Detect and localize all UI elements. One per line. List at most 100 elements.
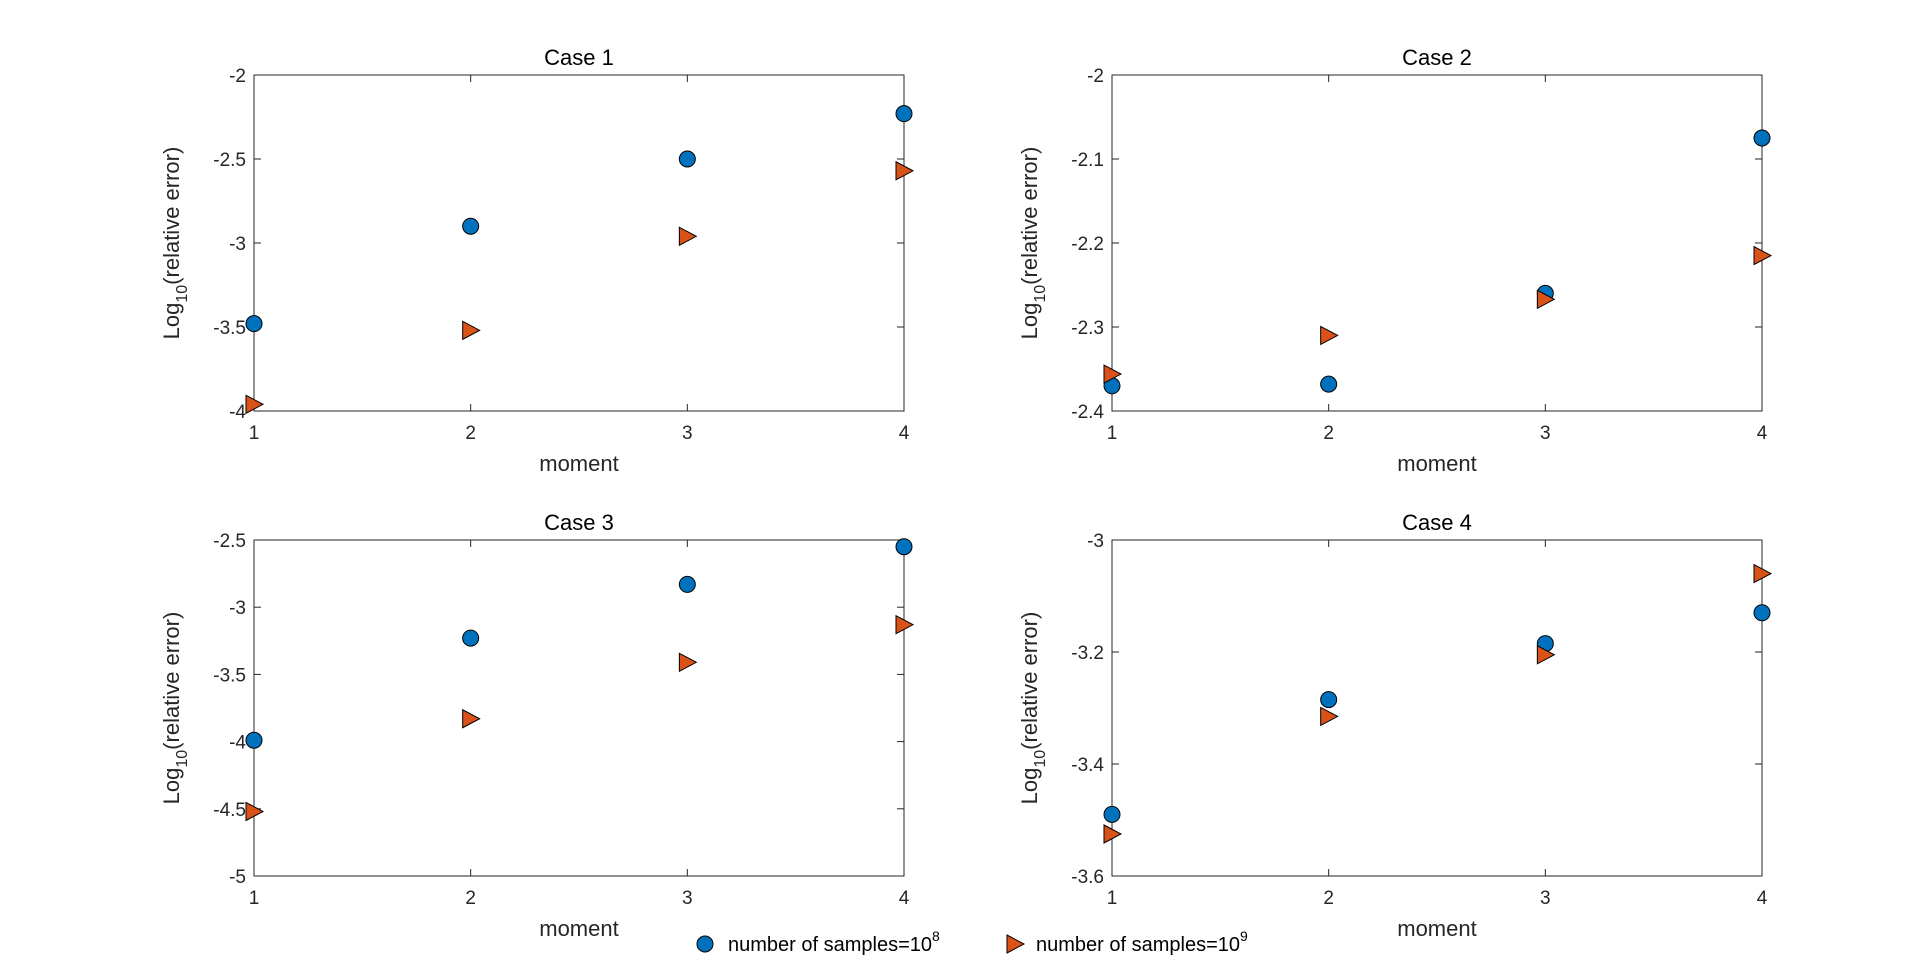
legend: number of samples=108 number of samples=… <box>696 928 1248 956</box>
x-tick-label: 1 <box>249 888 260 909</box>
x-tick-label: 4 <box>899 423 910 444</box>
legend-label-series2-text: number of samples=10 <box>1036 934 1240 956</box>
y-tick-label: -4 <box>229 402 246 423</box>
x-tick-label: 1 <box>249 423 260 444</box>
y-tick-label: -2.5 <box>213 150 246 171</box>
y-tick-label: -2 <box>1087 66 1104 87</box>
data-point-series2 <box>1103 824 1123 844</box>
data-point-series2 <box>1753 245 1773 266</box>
chart-title: Case 4 <box>1402 510 1472 535</box>
data-point-series2 <box>1103 364 1123 384</box>
data-point-series1 <box>1320 375 1338 393</box>
y-tick-label: -2.4 <box>1071 402 1104 423</box>
y-axis-label-prefix: Log <box>1017 768 1042 805</box>
y-axis-label: Log10(relative error) <box>159 612 191 805</box>
y-axis-label-suffix: (relative error) <box>159 147 184 285</box>
data-point-series1 <box>1103 805 1121 823</box>
x-tick-label: 3 <box>682 888 693 909</box>
y-axis-label-subscript: 10 <box>1032 750 1049 768</box>
y-axis-label-subscript: 10 <box>174 285 191 303</box>
data-point-series2 <box>1753 563 1773 584</box>
y-tick-label: -3.5 <box>213 318 246 339</box>
legend-marker-series1 <box>696 935 714 953</box>
data-point-series2 <box>462 708 481 729</box>
y-axis-label-prefix: Log <box>159 768 184 805</box>
chart-title: Case 2 <box>1402 45 1472 70</box>
data-point-series2 <box>895 614 915 635</box>
legend-label-series1-sup: 8 <box>932 928 940 944</box>
plot-area <box>1111 74 1763 412</box>
data-point-series2 <box>245 801 265 822</box>
data-point-series1 <box>1753 129 1771 147</box>
y-axis-label-suffix: (relative error) <box>159 612 184 750</box>
data-point-series1 <box>678 575 696 593</box>
y-tick-label: -3 <box>229 598 246 619</box>
x-axis-label: moment <box>1397 451 1476 476</box>
data-point-series2 <box>245 394 265 415</box>
x-tick-label: 2 <box>465 423 476 444</box>
data-point-series2 <box>462 320 481 341</box>
y-axis-label: Log10(relative error) <box>1017 147 1049 340</box>
x-tick-label: 2 <box>1323 423 1334 444</box>
y-tick-label: -4 <box>229 733 246 754</box>
y-axis-label-suffix: (relative error) <box>1017 612 1042 750</box>
data-point-series1 <box>245 731 263 749</box>
data-point-series1 <box>1753 604 1771 622</box>
x-tick-label: 2 <box>465 888 476 909</box>
y-tick-label: -2.5 <box>213 531 246 552</box>
data-point-series2 <box>1320 706 1339 727</box>
legend-label-series2: number of samples=109 <box>1036 928 1248 956</box>
y-tick-label: -4.5 <box>213 800 246 821</box>
x-axis-label: moment <box>1397 916 1476 941</box>
data-point-series1 <box>895 538 913 556</box>
legend-label-series2-sup: 9 <box>1240 928 1248 944</box>
y-axis-label: Log10(relative error) <box>159 147 191 340</box>
data-point-series2 <box>895 160 915 181</box>
data-point-series1 <box>1320 691 1338 709</box>
data-point-series2 <box>1320 325 1339 346</box>
data-point-series2 <box>678 226 698 247</box>
y-tick-label: -3.5 <box>213 665 246 686</box>
y-tick-label: -3 <box>1087 531 1104 552</box>
data-point-series1 <box>245 315 263 333</box>
subplot-3: Case 3 1 2 3 4 -2.5 -3 -3.5 -4 -4.5 -5 moment Log10(… <box>159 510 915 941</box>
y-axis-label: Log10(relative error) <box>1017 612 1049 805</box>
x-tick-label: 1 <box>1107 888 1118 909</box>
x-tick-label: 1 <box>1107 423 1118 444</box>
y-axis-label-subscript: 10 <box>174 750 191 768</box>
y-tick-label: -3 <box>229 234 246 255</box>
chart-title: Case 1 <box>544 45 614 70</box>
data-point-series1 <box>462 629 480 647</box>
x-tick-label: 3 <box>1540 888 1551 909</box>
x-tick-label: 3 <box>1540 423 1551 444</box>
y-tick-label: -3.4 <box>1071 755 1104 776</box>
chart-title: Case 3 <box>544 510 614 535</box>
y-axis-label-prefix: Log <box>1017 303 1042 340</box>
y-tick-label: -2.3 <box>1071 318 1104 339</box>
data-point-series1 <box>462 217 480 235</box>
legend-marker-series2 <box>1006 934 1026 954</box>
y-tick-label: -2 <box>229 66 246 87</box>
x-tick-label: 4 <box>1757 423 1768 444</box>
x-tick-label: 2 <box>1323 888 1334 909</box>
x-tick-label: 4 <box>899 888 910 909</box>
x-axis-label: moment <box>539 451 618 476</box>
data-point-series1 <box>678 150 696 168</box>
data-point-series1 <box>895 105 913 123</box>
y-tick-label: -2.2 <box>1071 234 1104 255</box>
y-tick-label: -5 <box>229 867 246 888</box>
legend-label-series1: number of samples=108 <box>728 928 940 956</box>
y-axis-label-subscript: 10 <box>1032 285 1049 303</box>
subplot-4: Case 4 1 2 3 4 -3 -3.2 -3.4 -3.6 moment Log10(rela… <box>1017 510 1773 941</box>
plot-area <box>1111 539 1763 877</box>
x-tick-label: 3 <box>682 423 693 444</box>
y-tick-label: -2.1 <box>1071 150 1104 171</box>
legend-label-series1-text: number of samples=10 <box>728 934 932 956</box>
plot-area <box>253 539 905 877</box>
data-point-series2 <box>1536 644 1556 665</box>
y-axis-label-prefix: Log <box>159 303 184 340</box>
x-axis-label: moment <box>539 916 618 941</box>
data-point-series2 <box>1536 289 1556 310</box>
plot-area <box>253 74 905 412</box>
